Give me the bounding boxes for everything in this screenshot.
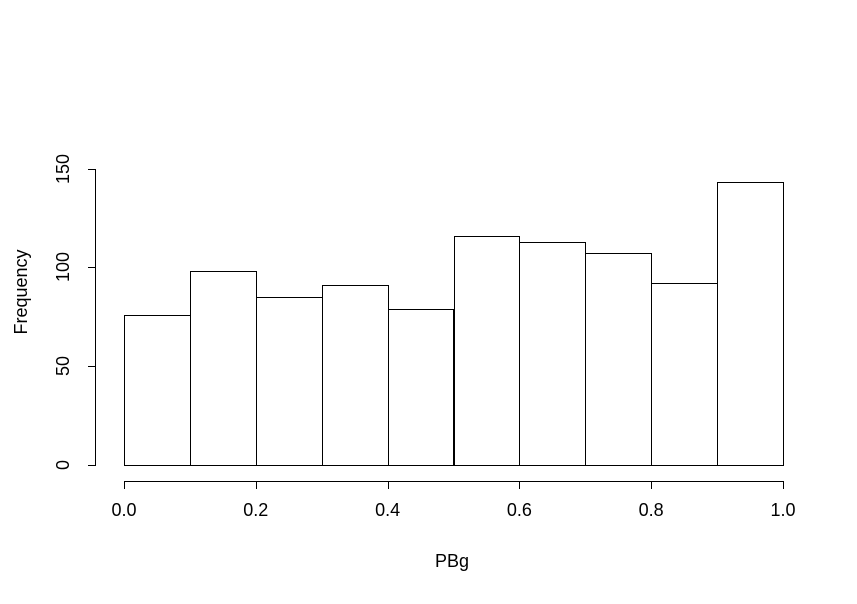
y-tick [88,465,96,466]
x-tick [124,481,125,489]
x-axis-line [124,481,784,482]
y-axis-title: Frequency [11,249,31,335]
histogram-bar [453,235,521,466]
x-tick-label: 0.0 [111,500,137,520]
histogram-bar [321,285,389,466]
y-tick [88,168,96,170]
y-axis-line [95,168,96,466]
histogram-bar [255,296,323,466]
x-tick [783,481,784,489]
x-tick [255,481,257,489]
histogram-bar [717,182,784,466]
y-tick [88,366,96,368]
x-tick-label: 0.4 [375,500,401,520]
y-tick-label: 150 [53,153,73,184]
y-tick-label: 0 [53,459,73,471]
histogram-bar [585,253,653,466]
x-tick [651,481,653,489]
x-tick-label: 1.0 [770,500,796,520]
x-tick-label: 0.8 [638,500,664,520]
x-tick-label: 0.2 [243,500,269,520]
histogram-bar [387,308,455,466]
histogram-bar [519,241,587,466]
x-tick-label: 0.6 [506,500,532,520]
y-tick-label: 50 [53,356,73,377]
y-tick-label: 100 [53,252,73,283]
x-axis-title: PBg [434,551,470,571]
y-tick [88,267,96,269]
x-tick [519,481,521,489]
histogram-bar [189,271,257,466]
histogram-bar [124,314,191,466]
x-tick [387,481,389,489]
histogram-bar [651,283,719,466]
